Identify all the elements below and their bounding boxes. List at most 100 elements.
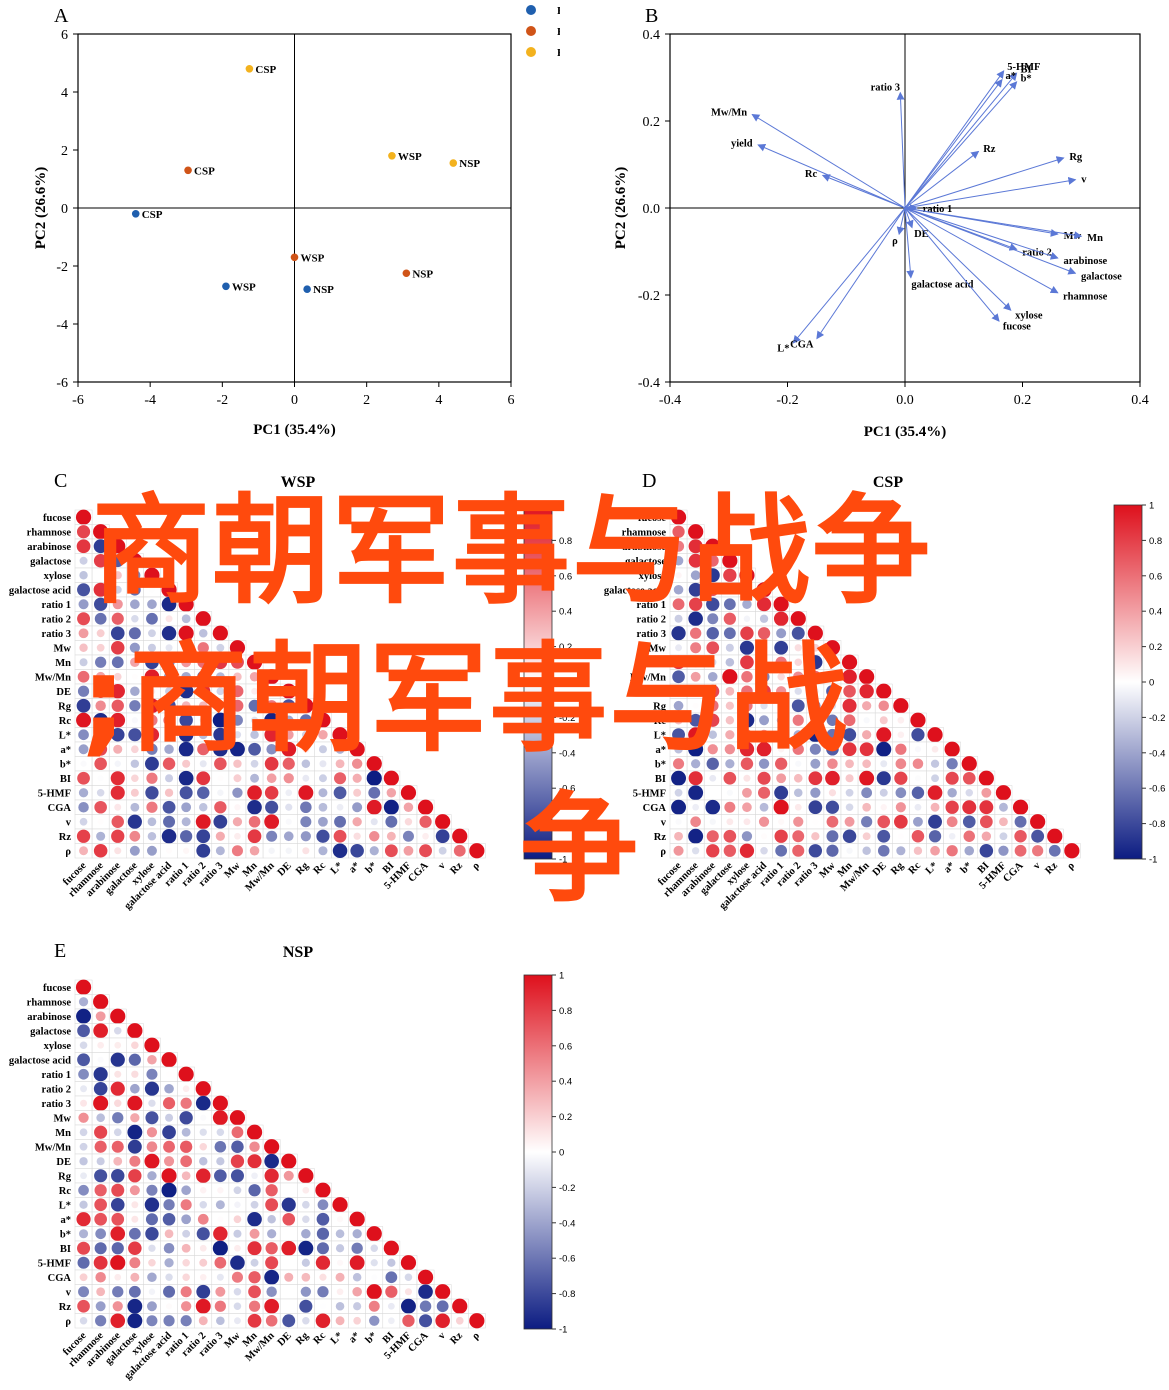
correlation-dot	[131, 1070, 139, 1078]
correlation-dot	[742, 787, 752, 798]
correlation-dot	[674, 716, 683, 725]
correlation-dot	[760, 833, 768, 840]
correlation-dot	[214, 1300, 226, 1312]
correlation-dot	[198, 730, 208, 740]
heatmap-row-label: galactose acid	[604, 585, 666, 596]
correlation-dot	[78, 801, 89, 813]
colorbar-tick-label: 0.2	[559, 1112, 572, 1123]
colorbar-tick-label: 0	[559, 678, 564, 689]
correlation-dot	[690, 671, 701, 682]
correlation-dot	[129, 700, 141, 712]
correlation-dot	[161, 1182, 177, 1198]
correlation-dot	[773, 596, 789, 612]
correlation-dot	[455, 1316, 464, 1325]
heatmap-row-label: v	[66, 817, 72, 828]
correlation-dot	[162, 757, 176, 770]
heatmap-row-label: Rz	[59, 1302, 72, 1313]
correlation-dot	[181, 1185, 191, 1196]
correlation-dot	[96, 1157, 105, 1166]
colorbar-tick-label: -0.4	[559, 748, 575, 759]
x-tick-label: 0.4	[1131, 393, 1149, 408]
correlation-dot	[129, 830, 141, 842]
correlation-dot	[247, 799, 262, 815]
correlation-dot	[825, 800, 840, 814]
correlation-dot	[78, 729, 89, 741]
correlation-dot	[708, 730, 717, 739]
heatmap-row-label: CGA	[643, 803, 667, 814]
correlation-dot	[826, 714, 839, 726]
colorbar-tick-label: 1	[559, 501, 564, 512]
correlation-dot	[946, 758, 958, 770]
correlation-dot	[93, 554, 108, 568]
x-axis-label: PC1 (35.4%)	[253, 422, 336, 438]
correlation-dot	[351, 1242, 363, 1254]
correlation-dot	[145, 786, 159, 800]
correlation-dot	[264, 1139, 280, 1155]
correlation-dot	[113, 744, 123, 754]
heatmap-row-label: ratio 1	[42, 1070, 71, 1081]
correlation-dot	[231, 685, 244, 698]
correlation-dot	[927, 727, 943, 743]
correlation-dot	[250, 759, 259, 768]
correlation-dot	[706, 627, 719, 640]
correlation-dot	[264, 1168, 279, 1183]
correlation-dot	[369, 831, 380, 842]
correlation-dot	[76, 1008, 92, 1024]
correlation-dot	[318, 745, 327, 754]
correlation-dot	[947, 788, 957, 798]
correlation-dot	[198, 628, 208, 638]
correlation-dot	[315, 1182, 331, 1198]
correlation-dot	[76, 712, 92, 728]
correlation-dot	[265, 1184, 278, 1197]
correlation-dot	[725, 701, 734, 710]
correlation-dot	[213, 741, 228, 757]
correlation-dot	[453, 844, 466, 857]
correlation-dot	[232, 787, 243, 798]
correlation-dot	[214, 801, 227, 814]
correlation-dot	[128, 1053, 141, 1066]
y-tick-label: 4	[61, 86, 68, 101]
correlation-dot	[706, 699, 719, 712]
correlation-dot	[794, 803, 802, 811]
correlation-dot	[249, 1228, 260, 1239]
correlation-dot	[673, 845, 684, 856]
correlation-dot	[111, 699, 124, 712]
correlation-dot	[131, 774, 139, 783]
correlation-dot	[775, 656, 787, 668]
correlation-dot	[285, 847, 292, 854]
correlation-dot	[388, 1317, 395, 1325]
heatmap-col-label: DE	[871, 860, 889, 878]
correlation-dot	[740, 655, 754, 670]
heatmap-row-label: fucose	[638, 513, 666, 524]
loading-label: b*	[1021, 73, 1032, 84]
correlation-dot	[212, 1110, 228, 1126]
correlation-dot	[775, 757, 788, 770]
correlation-dot	[195, 1081, 211, 1097]
correlation-dot	[844, 816, 855, 827]
correlation-dot	[689, 627, 702, 639]
correlation-dot	[842, 829, 857, 843]
correlation-dot	[96, 788, 105, 797]
correlation-dot	[230, 655, 244, 669]
correlation-dot	[147, 1272, 157, 1283]
pca-score-plot: -6 -4 -2 0 2 4 6 -6 -4 -2 0 2 4 6 PC1 (35.4%) PC2 (26.6…	[33, 5, 560, 438]
legend-label: HPD90	[557, 47, 560, 59]
correlation-dot	[349, 741, 365, 757]
correlation-dot	[114, 1099, 122, 1107]
correlation-dot	[674, 614, 683, 623]
correlation-dot	[231, 1140, 244, 1154]
correlation-dot	[181, 701, 191, 711]
y-axis-label: PC2 (26.6%)	[33, 167, 49, 250]
colorbar-tick-label: 0.2	[559, 642, 572, 653]
correlation-dot	[792, 844, 805, 857]
correlation-dot	[77, 1053, 90, 1067]
correlation-dot	[845, 803, 854, 812]
correlation-dot	[179, 1111, 193, 1125]
heatmap-col-label: Mw	[222, 860, 242, 880]
loading-label: Mw	[1064, 231, 1082, 242]
correlation-dot	[419, 815, 432, 828]
correlation-dot	[111, 612, 124, 625]
heatmap-row-label: fucose	[43, 983, 71, 994]
correlation-dot	[111, 1140, 124, 1153]
